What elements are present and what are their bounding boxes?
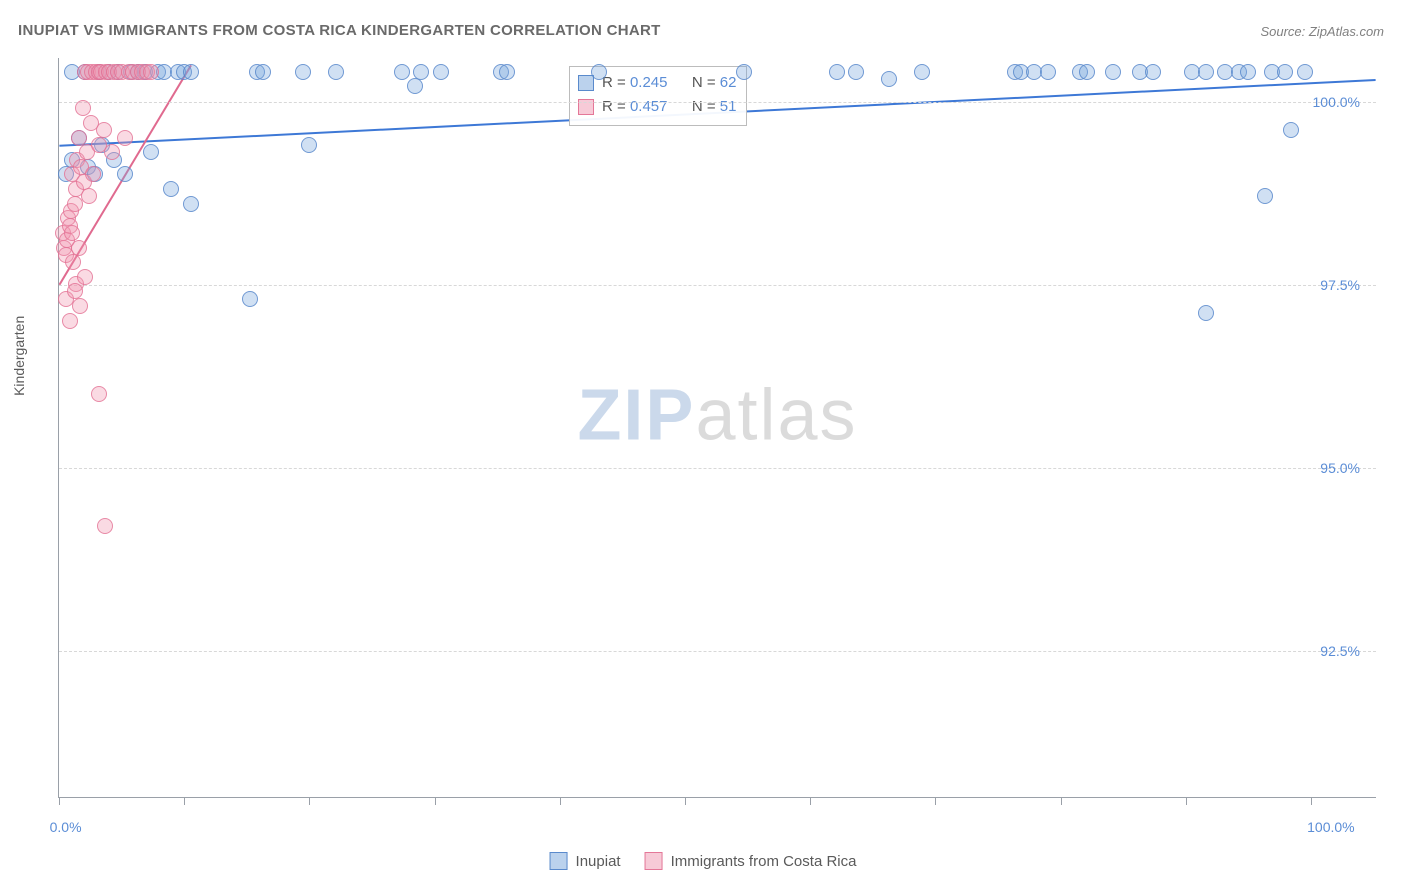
data-point: [1277, 64, 1293, 80]
data-point: [75, 100, 91, 116]
plot-area: Kindergarten ZIPatlas R = 0.245 N = 62R …: [58, 58, 1376, 798]
y-tick-label: 100.0%: [1313, 94, 1360, 110]
x-tick: [1311, 797, 1312, 805]
data-point: [736, 64, 752, 80]
x-tick: [810, 797, 811, 805]
data-point: [72, 298, 88, 314]
y-tick-label: 92.5%: [1320, 643, 1360, 659]
legend-label: Inupiat: [576, 853, 621, 870]
y-axis-label: Kindergarten: [11, 315, 27, 395]
x-tick-label: 100.0%: [1307, 819, 1354, 835]
data-point: [829, 64, 845, 80]
data-point: [143, 64, 159, 80]
stats-swatch-icon: [578, 75, 594, 91]
legend-item: Inupiat: [550, 852, 621, 870]
data-point: [914, 64, 930, 80]
data-point: [67, 283, 83, 299]
data-point: [433, 64, 449, 80]
source-attribution: Source: ZipAtlas.com: [1260, 24, 1384, 39]
data-point: [104, 144, 120, 160]
legend-label: Immigrants from Costa Rica: [671, 853, 857, 870]
data-point: [413, 64, 429, 80]
data-point: [1257, 188, 1273, 204]
data-point: [394, 64, 410, 80]
data-point: [97, 518, 113, 534]
data-point: [301, 137, 317, 153]
legend-swatch-icon: [550, 852, 568, 870]
data-point: [1079, 64, 1095, 80]
x-tick: [685, 797, 686, 805]
data-point: [591, 64, 607, 80]
data-point: [881, 71, 897, 87]
x-tick: [935, 797, 936, 805]
data-point: [295, 64, 311, 80]
data-point: [1145, 64, 1161, 80]
data-point: [407, 78, 423, 94]
y-tick-label: 95.0%: [1320, 460, 1360, 476]
data-point: [1240, 64, 1256, 80]
x-tick: [1061, 797, 1062, 805]
stats-row: R = 0.457 N = 51: [578, 95, 736, 119]
data-point: [67, 196, 83, 212]
gridline: [59, 102, 1376, 103]
data-point: [1198, 305, 1214, 321]
data-point: [81, 188, 97, 204]
x-tick: [59, 797, 60, 805]
data-point: [117, 166, 133, 182]
data-point: [848, 64, 864, 80]
data-point: [85, 166, 101, 182]
legend-item: Immigrants from Costa Rica: [645, 852, 857, 870]
data-point: [1105, 64, 1121, 80]
gridline: [59, 651, 1376, 652]
data-point: [242, 291, 258, 307]
data-point: [1297, 64, 1313, 80]
gridline: [59, 468, 1376, 469]
watermark-atlas: atlas: [695, 375, 857, 455]
data-point: [255, 64, 271, 80]
data-point: [96, 122, 112, 138]
chart-title: INUPIAT VS IMMIGRANTS FROM COSTA RICA KI…: [18, 22, 661, 39]
stats-r: R = 0.457: [602, 95, 667, 119]
data-point: [71, 130, 87, 146]
stats-r: R = 0.245: [602, 71, 667, 95]
stats-n: N = 51: [692, 95, 737, 119]
x-tick-label: 0.0%: [50, 819, 82, 835]
data-point: [91, 386, 107, 402]
data-point: [117, 130, 133, 146]
data-point: [499, 64, 515, 80]
x-tick: [1186, 797, 1187, 805]
watermark-zip: ZIP: [577, 375, 695, 455]
data-point: [77, 269, 93, 285]
y-tick-label: 97.5%: [1320, 277, 1360, 293]
trend-lines: [59, 58, 1376, 797]
data-point: [183, 196, 199, 212]
data-point: [1040, 64, 1056, 80]
data-point: [64, 225, 80, 241]
data-point: [183, 64, 199, 80]
data-point: [65, 254, 81, 270]
data-point: [163, 181, 179, 197]
data-point: [62, 313, 78, 329]
data-point: [71, 240, 87, 256]
x-tick: [560, 797, 561, 805]
legend-swatch-icon: [645, 852, 663, 870]
data-point: [143, 144, 159, 160]
stats-n: N = 62: [692, 71, 737, 95]
data-point: [328, 64, 344, 80]
data-point: [1198, 64, 1214, 80]
x-tick: [184, 797, 185, 805]
x-tick: [309, 797, 310, 805]
x-tick: [435, 797, 436, 805]
data-point: [1283, 122, 1299, 138]
legend: Inupiat Immigrants from Costa Rica: [550, 852, 857, 870]
gridline: [59, 285, 1376, 286]
watermark: ZIPatlas: [577, 374, 857, 456]
